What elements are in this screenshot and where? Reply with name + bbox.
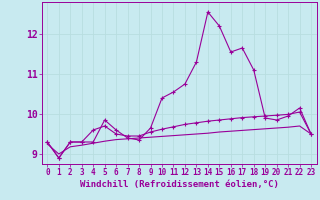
X-axis label: Windchill (Refroidissement éolien,°C): Windchill (Refroidissement éolien,°C) — [80, 180, 279, 189]
